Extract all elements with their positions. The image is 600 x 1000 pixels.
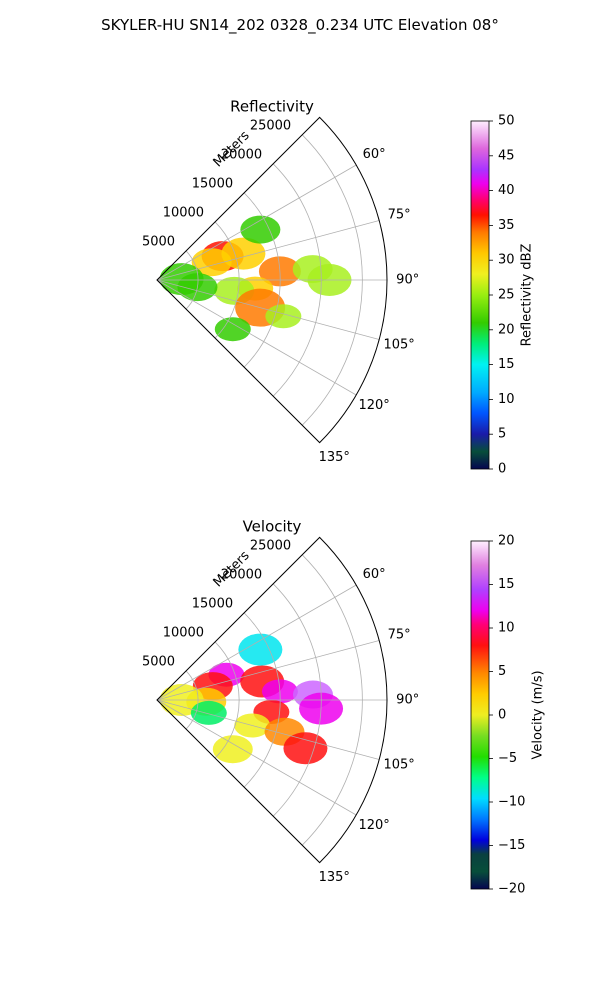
echo-cell (238, 633, 283, 666)
colorbar-tick-label: −10 (498, 795, 525, 810)
echo-cell (212, 735, 253, 764)
colorbar-label: Reflectivity dBZ (520, 244, 535, 347)
colorbar-tick-label: 15 (498, 357, 515, 372)
colorbar-tick-label: 30 (498, 253, 515, 268)
echo-cell (190, 700, 227, 725)
colorbar-tick-label: 5 (498, 427, 506, 442)
colorbar-tick-label: 5 (498, 664, 506, 679)
colorbar-tick-label: 40 (498, 183, 515, 198)
radial-tick-label: 25000 (250, 538, 291, 553)
angle-tick-label: 60° (363, 567, 386, 582)
colorbar-gradient (470, 120, 490, 470)
colorbar-tick-label: −20 (498, 882, 525, 897)
echo-cell (265, 304, 302, 329)
radial-tick-label: 5000 (142, 654, 175, 669)
angle-tick-label: 75° (388, 208, 411, 223)
colorbar-tick-label: 45 (498, 148, 515, 163)
angle-tick-label: 105° (383, 337, 414, 352)
azimuth-gridline (156, 164, 357, 281)
colorbar-tick-label: 0 (498, 708, 506, 723)
angle-tick-label: 90° (396, 693, 419, 708)
colorbar-tick-label: −5 (498, 751, 517, 766)
sector-outline (156, 116, 388, 444)
colorbar-tick-label: 25 (498, 288, 515, 303)
azimuth-gridline (156, 699, 380, 760)
echo-cell (221, 237, 266, 270)
radial-tick-label: 10000 (163, 625, 204, 640)
azimuth-gridline (156, 699, 357, 816)
azimuth-gridline (156, 279, 380, 340)
colorbar-gradient (470, 540, 490, 890)
angle-tick-label: 120° (358, 818, 389, 833)
angle-tick-label: 105° (383, 757, 414, 772)
azimuth-gridline (156, 220, 380, 281)
colorbar: 0 5 10 15 20 25 30 35 40 45 50 Reflectivity dBZ (470, 114, 535, 477)
angle-tick-label: 90° (396, 273, 419, 288)
sector-outline (156, 536, 388, 864)
angle-tick-label: 135° (319, 450, 350, 465)
chart-title: Reflectivity (230, 98, 314, 116)
colorbar-tick-label: −15 (498, 838, 525, 853)
colorbar-tick-label: 35 (498, 218, 515, 233)
azimuth-gridline (156, 279, 357, 396)
figure-title: SKYLER-HU SN14_202 0328_0.234 UTC Elevat… (101, 16, 499, 34)
echo-cell (159, 263, 204, 296)
chart-title: Velocity (243, 518, 302, 536)
radial-tick-label: 15000 (192, 596, 233, 611)
angle-tick-label: 120° (358, 398, 389, 413)
polar-plot-reflectivity: Reflectivity500010000150002000025000Mete… (142, 98, 535, 477)
angle-tick-label: 135° (319, 870, 350, 885)
azimuth-gridline (156, 640, 380, 701)
colorbar-label: Velocity (m/s) (531, 670, 546, 759)
colorbar: −20 −15 −10 −5 0 5 10 15 20 Velocity (m/s) (470, 534, 546, 897)
radial-tick-label: 25000 (250, 118, 291, 133)
angle-tick-label: 60° (363, 147, 386, 162)
radial-tick-label: 20000 (221, 147, 262, 162)
colorbar-tick-label: 20 (498, 534, 515, 549)
colorbar-tick-label: 20 (498, 322, 515, 337)
radial-tick-label: 20000 (221, 567, 262, 582)
radial-tick-label: 5000 (142, 234, 175, 249)
colorbar-tick-label: 50 (498, 114, 515, 129)
echo-layer (159, 215, 352, 342)
azimuth-gridline (156, 584, 357, 701)
colorbar-tick-label: 15 (498, 577, 515, 592)
colorbar-tick-label: 10 (498, 621, 515, 636)
radial-tick-label: 15000 (192, 176, 233, 191)
radial-tick-label: 10000 (163, 205, 204, 220)
echo-cell (214, 317, 251, 342)
colorbar-tick-label: 10 (498, 392, 515, 407)
echo-cell (283, 732, 328, 765)
colorbar-tick-label: 0 (498, 462, 506, 477)
echo-cell (240, 215, 281, 244)
angle-tick-label: 75° (388, 628, 411, 643)
